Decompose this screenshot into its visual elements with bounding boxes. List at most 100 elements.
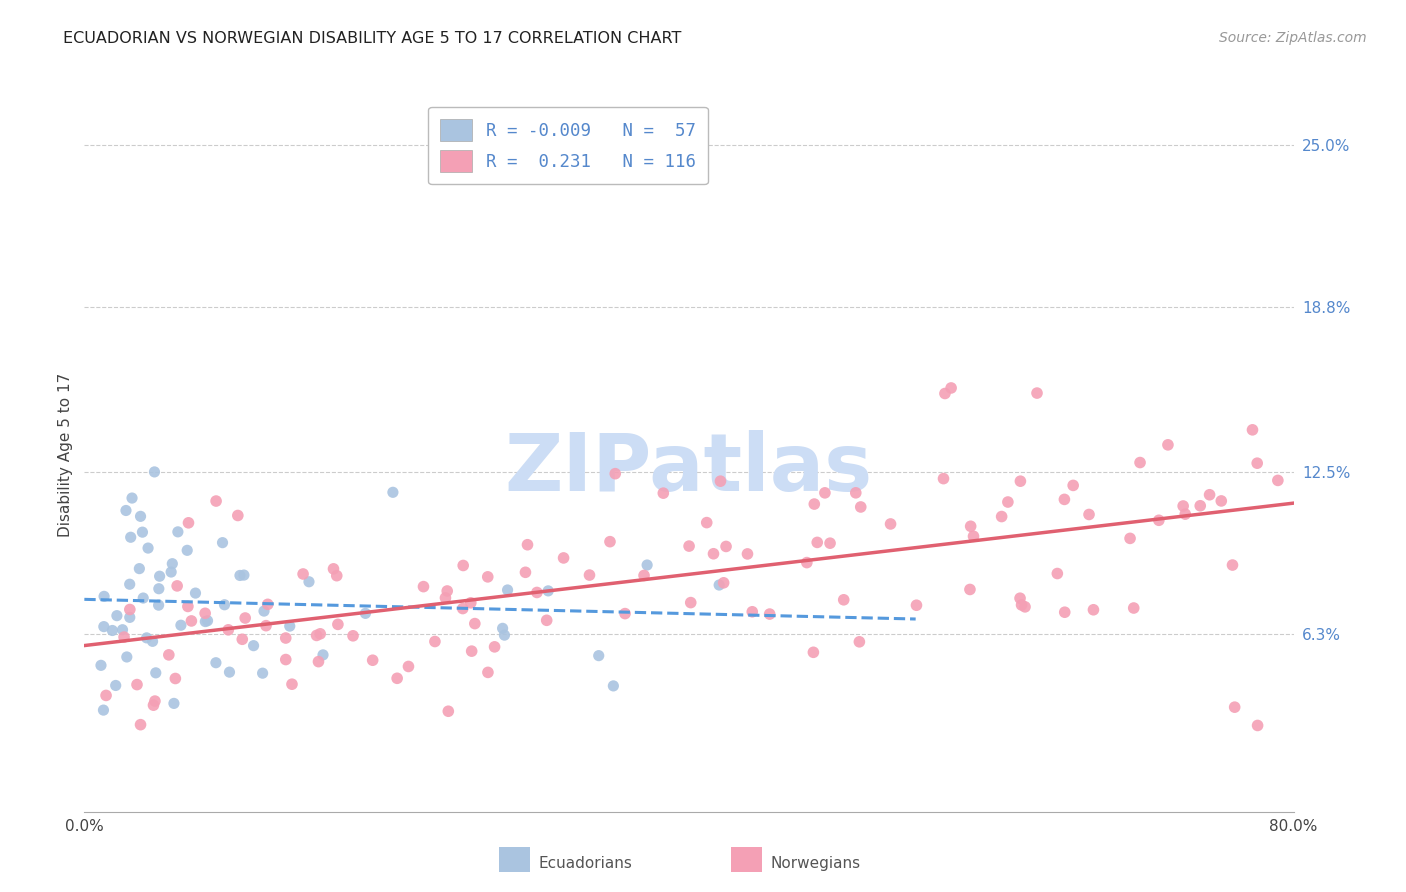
Point (1211, 494, 1233, 508)
Point (170, 618, 193, 632)
Point (361, 653, 384, 667)
Point (115, 650, 138, 665)
Point (464, 616, 486, 631)
Point (142, 634, 165, 648)
Point (381, 485, 404, 500)
Point (962, 529, 984, 543)
Point (112, 630, 135, 644)
Point (709, 578, 731, 592)
Point (537, 583, 560, 598)
Point (148, 598, 170, 612)
Point (111, 623, 134, 637)
Point (879, 516, 901, 531)
Point (1173, 499, 1195, 513)
Point (758, 607, 780, 621)
Point (818, 536, 841, 550)
Point (678, 539, 700, 553)
Point (167, 524, 190, 539)
Point (515, 566, 537, 580)
Point (1223, 700, 1246, 714)
Point (105, 608, 128, 623)
Point (1078, 508, 1101, 522)
Point (274, 652, 297, 666)
Point (342, 629, 364, 643)
Text: Ecuadorians: Ecuadorians (538, 856, 633, 871)
Point (1157, 438, 1180, 452)
Point (848, 635, 870, 649)
Point (997, 495, 1019, 509)
Point (436, 584, 458, 599)
Point (253, 604, 276, 618)
Point (1198, 488, 1220, 502)
Point (696, 516, 718, 530)
Point (633, 568, 655, 582)
Point (1129, 456, 1152, 470)
Point (709, 474, 731, 488)
Point (679, 596, 702, 610)
Point (599, 534, 621, 549)
Point (1147, 513, 1170, 527)
Point (197, 614, 219, 628)
Point (385, 671, 408, 685)
Point (312, 648, 335, 662)
Point (1010, 474, 1032, 488)
Point (136, 541, 159, 555)
Point (165, 672, 187, 686)
Point (423, 634, 446, 648)
Point (232, 568, 254, 582)
Point (451, 558, 474, 573)
Point (322, 562, 344, 576)
Point (934, 386, 956, 401)
Point (1026, 386, 1049, 401)
Point (129, 717, 152, 731)
Point (1053, 492, 1076, 507)
Point (832, 592, 855, 607)
Point (1008, 591, 1031, 606)
Point (176, 543, 198, 558)
Text: Source: ZipAtlas.com: Source: ZipAtlas.com (1219, 31, 1367, 45)
Point (437, 704, 460, 718)
Point (1222, 558, 1244, 572)
Point (148, 582, 170, 596)
Point (211, 535, 233, 549)
Point (636, 558, 658, 572)
Point (553, 550, 575, 565)
Point (129, 509, 152, 524)
Point (305, 628, 328, 642)
Point (292, 566, 315, 581)
Point (281, 677, 304, 691)
Legend: R = -0.009   N =  57, R =  0.231   N = 116: R = -0.009 N = 57, R = 0.231 N = 116 (429, 107, 707, 185)
Point (491, 621, 513, 635)
Point (845, 485, 868, 500)
Point (256, 598, 278, 612)
Point (737, 547, 759, 561)
Point (104, 678, 127, 692)
Point (308, 655, 330, 669)
Point (496, 582, 519, 597)
Point (494, 628, 516, 642)
Point (160, 565, 183, 579)
Point (614, 607, 637, 621)
Point (254, 618, 277, 632)
Point (145, 665, 167, 680)
Point (93, 619, 115, 633)
Point (451, 601, 474, 615)
Point (803, 645, 825, 659)
Point (990, 509, 1012, 524)
Point (157, 648, 180, 662)
Point (180, 614, 202, 628)
Point (298, 574, 321, 589)
Point (326, 568, 349, 582)
Point (93, 590, 115, 604)
Point (90, 658, 112, 673)
Point (959, 519, 981, 533)
Text: ZIPatlas: ZIPatlas (505, 430, 873, 508)
Point (1267, 474, 1289, 488)
Point (484, 640, 506, 654)
Point (398, 659, 420, 673)
Point (229, 568, 252, 582)
Text: ECUADORIAN VS NORWEGIAN DISABILITY AGE 5 TO 17 CORRELATION CHART: ECUADORIAN VS NORWEGIAN DISABILITY AGE 5… (63, 31, 682, 46)
Point (162, 557, 184, 571)
Text: Norwegians: Norwegians (770, 856, 860, 871)
Point (214, 598, 236, 612)
